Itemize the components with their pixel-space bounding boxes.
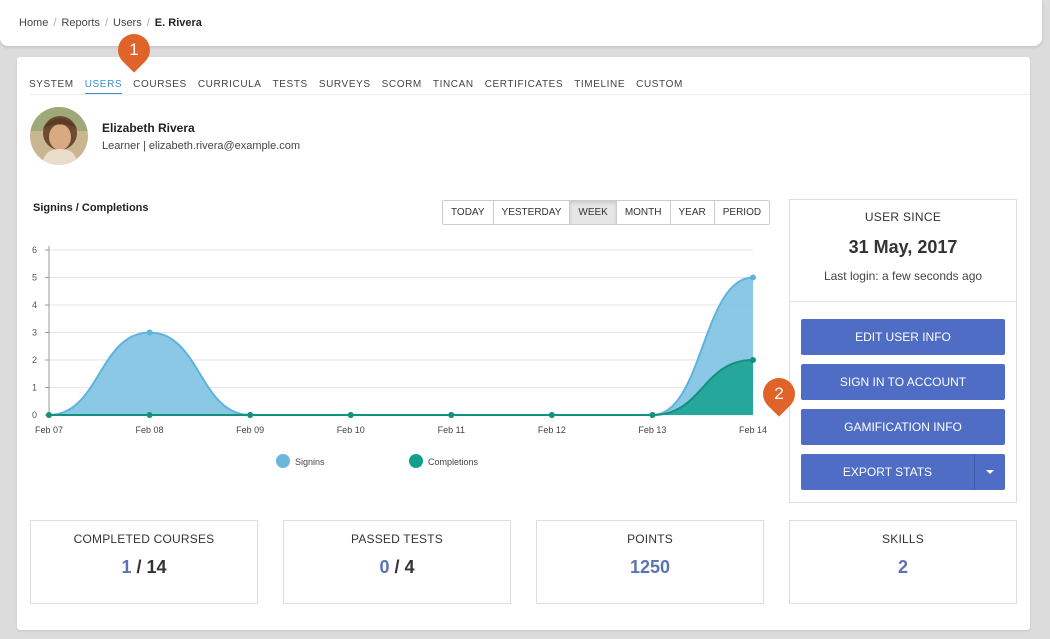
skills-box: SKILLS 2 — [789, 520, 1017, 604]
breadcrumb: Home / Reports / Users / E. Rivera — [19, 17, 202, 29]
x-tick-label: Feb 08 — [136, 425, 164, 435]
export-stats-button[interactable]: EXPORT STATS — [801, 454, 1005, 490]
tab-surveys[interactable]: SURVEYS — [318, 79, 371, 90]
step-marker-1: 1 — [111, 27, 157, 73]
edit-user-info-button[interactable]: EDIT USER INFO — [801, 319, 1005, 355]
completed-courses-value: 1 / 14 — [121, 557, 167, 577]
user-since-date: 31 May, 2017 — [848, 237, 958, 257]
avatar — [30, 107, 88, 165]
chart-title: Signins / Completions — [33, 202, 149, 214]
points-label: POINTS — [627, 532, 673, 546]
breadcrumb-users[interactable]: Users — [113, 17, 142, 29]
tab-tests[interactable]: TESTS — [272, 79, 308, 90]
period-today-button[interactable]: TODAY — [443, 201, 493, 224]
step-marker-2: 2 — [756, 371, 802, 417]
breadcrumb-home[interactable]: Home — [19, 17, 49, 29]
tab-system[interactable]: SYSTEM — [29, 79, 74, 90]
period-selector: TODAY YESTERDAY WEEK MONTH YEAR PERIOD — [442, 200, 771, 225]
point-completions — [146, 412, 153, 418]
points-value: 1250 — [629, 557, 671, 577]
point-completions — [448, 412, 455, 418]
export-stats-label: EXPORT STATS — [842, 465, 933, 479]
point-completions — [247, 412, 254, 418]
user-report-card: SYSTEM USERS COURSES CURRICULA TESTS SUR… — [17, 57, 1030, 630]
user-since-label: USER SINCE — [864, 210, 942, 224]
legend-swatch-completions — [409, 454, 423, 468]
point-completions — [750, 357, 756, 363]
x-tick-label: Feb 11 — [438, 425, 465, 435]
point-signins — [146, 329, 153, 336]
x-tick-label: Feb 12 — [538, 425, 566, 435]
point-completions — [46, 412, 52, 418]
tab-custom[interactable]: CUSTOM — [636, 79, 683, 90]
y-tick-label: 2 — [32, 355, 37, 365]
breadcrumb-reports[interactable]: Reports — [61, 17, 100, 29]
x-tick-label: Feb 07 — [35, 425, 63, 435]
last-login-text: Last login: a few seconds ago — [823, 269, 983, 283]
tab-users[interactable]: USERS — [84, 79, 123, 94]
tab-scorm[interactable]: SCORM — [381, 79, 422, 90]
legend-swatch-signins — [276, 454, 290, 468]
top-bar: Home / Reports / Users / E. Rivera — [0, 0, 1042, 46]
point-completions — [347, 412, 354, 418]
tab-tincan[interactable]: TINCAN — [432, 79, 474, 90]
period-year-button[interactable]: YEAR — [669, 201, 714, 224]
area-signins — [49, 277, 753, 415]
user-summary-panel: USER SINCE 31 May, 2017 Last login: a fe… — [789, 199, 1017, 503]
y-tick-label: 3 — [32, 328, 37, 338]
y-tick-label: 5 — [32, 273, 37, 283]
y-tick-label: 1 — [32, 383, 37, 393]
period-month-button[interactable]: MONTH — [615, 201, 670, 224]
period-period-button[interactable]: PERIOD — [713, 201, 770, 224]
tab-timeline[interactable]: TIMELINE — [574, 79, 626, 90]
report-tabs: SYSTEM USERS COURSES CURRICULA TESTS SUR… — [29, 79, 683, 94]
legend-label-signins: Signins — [295, 457, 325, 467]
completed-courses-label: COMPLETED COURSES — [73, 532, 215, 546]
gamification-info-button[interactable]: GAMIFICATION INFO — [801, 409, 1005, 445]
completed-courses-box: COMPLETED COURSES 1 / 14 — [30, 520, 258, 604]
x-tick-label: Feb 09 — [236, 425, 264, 435]
skills-label: SKILLS — [882, 532, 924, 546]
y-tick-label: 0 — [32, 410, 37, 420]
tabs-divider — [29, 94, 1030, 95]
breadcrumb-current: E. Rivera — [154, 17, 202, 29]
passed-tests-box: PASSED TESTS 0 / 4 — [283, 520, 511, 604]
tab-courses[interactable]: COURSES — [133, 79, 187, 90]
panel-divider — [790, 301, 1016, 302]
x-tick-label: Feb 14 — [739, 425, 767, 435]
x-tick-label: Feb 13 — [638, 425, 666, 435]
legend-label-completions: Completions — [428, 457, 479, 467]
sign-in-to-account-button[interactable]: SIGN IN TO ACCOUNT — [801, 364, 1005, 400]
passed-tests-value: 0 / 4 — [379, 557, 415, 577]
signins-completions-chart: 0 1 2 3 4 5 6 Feb 07 Feb 08 Feb 09 Feb 10 Feb 11 Feb… — [32, 245, 767, 468]
tab-curricula[interactable]: CURRICULA — [197, 79, 262, 90]
area-completions — [49, 360, 753, 415]
point-signins — [750, 274, 756, 281]
period-week-button[interactable]: WEEK — [569, 201, 616, 224]
points-box: POINTS 1250 — [536, 520, 764, 604]
export-dropdown-toggle[interactable] — [974, 454, 1005, 490]
period-yesterday-button[interactable]: YESTERDAY — [492, 201, 570, 224]
passed-tests-label: PASSED TESTS — [351, 532, 443, 546]
user-name: Elizabeth Rivera — [102, 121, 195, 135]
chevron-down-icon — [986, 470, 994, 474]
y-tick-label: 4 — [32, 300, 37, 310]
user-role-email: Learner | elizabeth.rivera@example.com — [102, 140, 301, 152]
x-tick-label: Feb 10 — [337, 425, 365, 435]
tab-certificates[interactable]: CERTIFICATES — [484, 79, 564, 90]
y-tick-label: 6 — [32, 245, 37, 255]
point-completions — [548, 412, 555, 418]
point-completions — [649, 412, 656, 418]
skills-value: 2 — [897, 557, 908, 577]
